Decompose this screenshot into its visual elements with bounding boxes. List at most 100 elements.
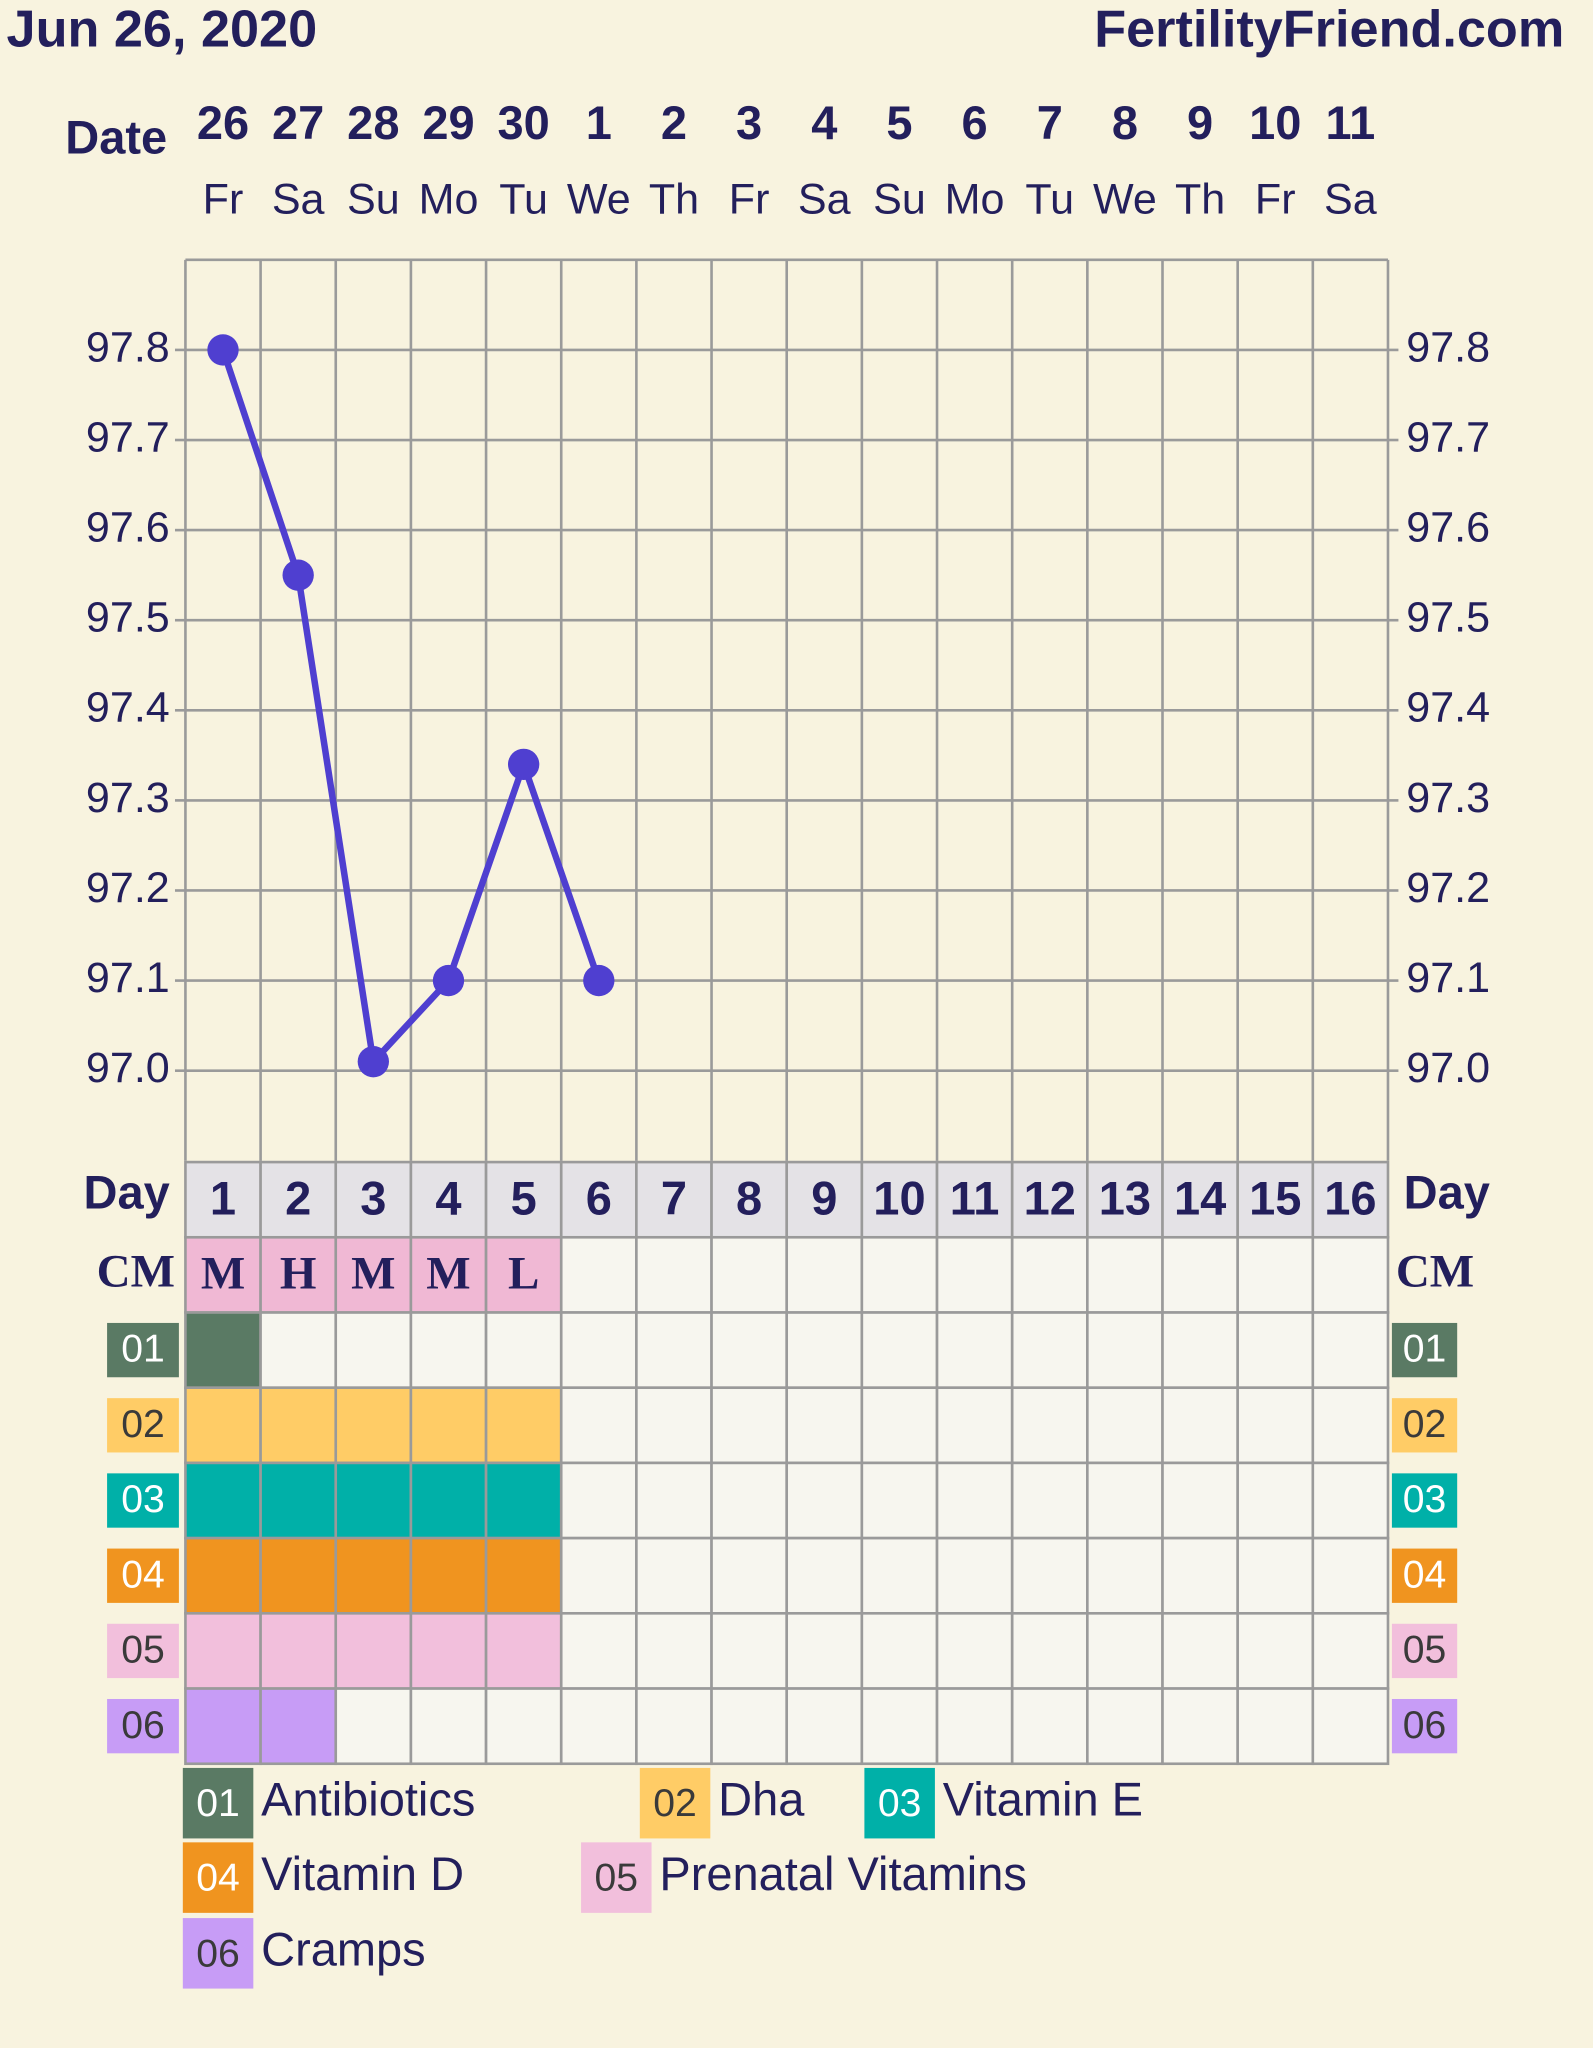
cm-cell [334, 1235, 413, 1314]
day-cell [484, 1160, 563, 1239]
row-cell [1311, 1612, 1390, 1690]
y2-tick-label: 97.2 [1406, 864, 1490, 912]
row-cell [1311, 1461, 1390, 1540]
cm-label: CM [97, 1245, 175, 1297]
site-name: FertilityFriend.com [1094, 0, 1564, 58]
row-cell-filled [334, 1461, 413, 1540]
row-cell [1311, 1687, 1390, 1766]
legend-swatch [581, 1842, 652, 1913]
legend-swatch [182, 1918, 254, 1989]
date-number: 11 [1326, 96, 1376, 149]
row-cell [860, 1687, 939, 1766]
y-tick-label: 97.0 [86, 1044, 170, 1092]
row-cell [559, 1311, 638, 1390]
day-number: 8 [736, 1172, 762, 1225]
day-number: 4 [435, 1172, 461, 1225]
row-cell [1236, 1612, 1315, 1690]
row-cell [1010, 1612, 1089, 1690]
cm-cell [710, 1235, 789, 1314]
row-cell [1236, 1536, 1315, 1615]
day-number: 2 [285, 1172, 311, 1225]
day-cell [259, 1160, 338, 1239]
row-cell [1236, 1386, 1315, 1465]
row-cell-filled [409, 1461, 488, 1540]
row-cell [1086, 1687, 1164, 1766]
date-number: 26 [197, 96, 249, 149]
weekday: Sa [272, 176, 325, 224]
row-cell [1161, 1536, 1239, 1615]
row-code-box [107, 1698, 179, 1754]
row-code: 05 [121, 1629, 165, 1672]
weekday: Su [873, 176, 926, 224]
weekday: Tu [1025, 176, 1074, 224]
y-tick-label: 97.1 [86, 954, 170, 1002]
y2-tick-label: 97.1 [1406, 954, 1490, 1002]
weekday: Th [1175, 176, 1225, 224]
temperature-point [207, 334, 239, 366]
y2-tick-label: 97.7 [1406, 413, 1490, 461]
legend-name: Vitamin E [943, 1773, 1143, 1826]
temperature-point [507, 748, 540, 781]
legend-name: Cramps [261, 1923, 426, 1976]
row-cell-filled [184, 1386, 262, 1465]
y-tick-label: 97.7 [86, 413, 170, 461]
date-number: 27 [272, 96, 324, 149]
row-cell-filled [259, 1386, 338, 1465]
weekday: We [567, 176, 631, 224]
legend-name: Antibiotics [261, 1773, 475, 1826]
day-label: Day [1404, 1165, 1490, 1218]
row-cell [1086, 1386, 1164, 1465]
row-code: 01 [121, 1328, 165, 1371]
weekday: Sa [1324, 176, 1377, 224]
cm-cell [1161, 1235, 1239, 1314]
day-cell [860, 1160, 939, 1239]
cm-cell [1311, 1235, 1390, 1314]
day-number: 15 [1249, 1172, 1301, 1225]
row-code-box [1391, 1548, 1458, 1603]
cm-cell [484, 1235, 563, 1314]
row-cell [935, 1687, 1014, 1766]
row-code: 02 [1403, 1403, 1447, 1446]
row-cell [710, 1687, 789, 1766]
date-number: 4 [811, 96, 837, 149]
row-cell-filled [184, 1311, 262, 1390]
y-tick-label: 97.8 [86, 323, 170, 371]
row-cell [785, 1311, 864, 1390]
y2-tick-label: 97.0 [1406, 1044, 1490, 1092]
row-cell [559, 1612, 638, 1690]
row-code: 04 [121, 1553, 165, 1596]
row-cell [1010, 1687, 1089, 1766]
row-cell [334, 1311, 413, 1390]
y-tick-label: 97.5 [86, 594, 170, 642]
day-number: 11 [950, 1172, 1000, 1225]
row-cell [785, 1687, 864, 1766]
y2-tick-label: 97.5 [1406, 594, 1490, 642]
row-code: 05 [1403, 1629, 1447, 1672]
row-cell [1161, 1461, 1239, 1540]
day-number: 5 [511, 1172, 537, 1225]
cm-cell [1010, 1235, 1089, 1314]
cm-value: M [426, 1247, 470, 1299]
row-code-box [107, 1473, 179, 1528]
row-code-box [1391, 1398, 1458, 1453]
row-code-box [107, 1623, 179, 1679]
row-cell-filled [484, 1536, 563, 1615]
legend-code: 06 [196, 1932, 240, 1975]
row-cell [1236, 1687, 1315, 1766]
row-cell [860, 1311, 939, 1390]
day-cell [1161, 1160, 1239, 1239]
weekday: Th [649, 176, 699, 224]
row-code: 01 [1403, 1328, 1447, 1371]
row-cell [1010, 1461, 1089, 1540]
date-number: 6 [962, 96, 988, 149]
day-number: 14 [1174, 1172, 1226, 1225]
row-cell [1010, 1536, 1089, 1615]
row-cell-filled [334, 1386, 413, 1465]
row-cell [1311, 1536, 1390, 1615]
row-cell [484, 1311, 563, 1390]
row-cell-filled [484, 1612, 563, 1690]
row-cell [785, 1461, 864, 1540]
row-cell-filled [409, 1612, 488, 1690]
